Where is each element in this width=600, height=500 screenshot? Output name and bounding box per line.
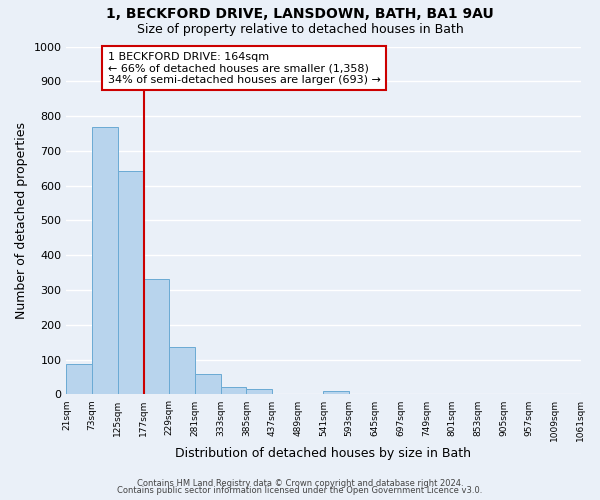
Text: Contains HM Land Registry data © Crown copyright and database right 2024.: Contains HM Land Registry data © Crown c… [137, 478, 463, 488]
Bar [143, 279, 169, 394]
Bar [247, 389, 272, 394]
Bar [169, 348, 195, 395]
Bar [118, 172, 143, 394]
X-axis label: Distribution of detached houses by size in Bath: Distribution of detached houses by size … [175, 447, 472, 460]
Bar [195, 374, 221, 394]
Y-axis label: Number of detached properties: Number of detached properties [15, 122, 28, 319]
Bar [67, 364, 92, 394]
Text: 1 BECKFORD DRIVE: 164sqm
← 66% of detached houses are smaller (1,358)
34% of sem: 1 BECKFORD DRIVE: 164sqm ← 66% of detach… [107, 52, 380, 85]
Bar [221, 387, 247, 394]
Text: 1, BECKFORD DRIVE, LANSDOWN, BATH, BA1 9AU: 1, BECKFORD DRIVE, LANSDOWN, BATH, BA1 9… [106, 8, 494, 22]
Bar [323, 391, 349, 394]
Text: Contains public sector information licensed under the Open Government Licence v3: Contains public sector information licen… [118, 486, 482, 495]
Bar [92, 126, 118, 394]
Text: Size of property relative to detached houses in Bath: Size of property relative to detached ho… [137, 22, 463, 36]
